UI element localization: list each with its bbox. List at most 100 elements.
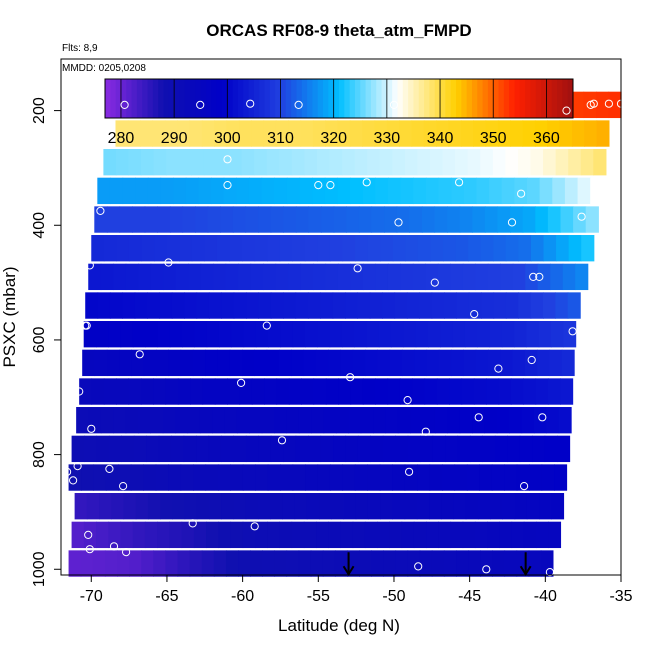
heatmap-cell: [166, 235, 180, 262]
heatmap-cell: [443, 550, 457, 577]
heatmap-cell: [428, 321, 441, 348]
colorbar-segment: [174, 79, 180, 118]
heatmap-cell: [279, 149, 293, 176]
heatmap-cell: [389, 349, 403, 377]
heatmap-cell: [216, 149, 230, 176]
heatmap-cell: [295, 292, 309, 319]
heatmap-cell: [510, 206, 524, 233]
heatmap-cell: [543, 292, 556, 319]
heatmap-cell: [329, 321, 343, 348]
heatmap-cell: [360, 407, 374, 434]
colorbar-segment: [211, 79, 218, 118]
heatmap-cell: [300, 263, 314, 291]
heatmap-cell: [304, 149, 318, 176]
heatmap-cell: [164, 120, 178, 147]
heatmap-cell: [180, 464, 194, 491]
heatmap-cell: [518, 235, 532, 262]
colorbar-tick-label: 330: [374, 130, 401, 147]
heatmap-cell: [575, 263, 589, 291]
heatmap-cell: [220, 435, 235, 463]
heatmap-cell: [103, 235, 117, 262]
heatmap-cell: [204, 235, 218, 262]
heatmap-cell: [113, 263, 127, 291]
track-point: [120, 100, 129, 110]
heatmap-cell: [498, 378, 512, 405]
heatmap-cell: [229, 235, 243, 262]
heatmap-cell: [92, 550, 106, 577]
track-point: [223, 181, 232, 190]
colorbar-segment: [168, 79, 175, 118]
heatmap-cell: [160, 493, 173, 520]
heatmap-cell: [366, 321, 380, 348]
track-point: [562, 106, 571, 115]
arrow-head: [519, 565, 532, 577]
colorbar-segment: [418, 79, 425, 118]
heatmap-cell: [190, 378, 204, 405]
heatmap-cell: [373, 407, 387, 434]
heatmap-cell: [173, 177, 187, 205]
heatmap-cell: [158, 435, 172, 463]
heatmap-cell: [510, 120, 524, 147]
track-point: [353, 264, 362, 273]
heatmap-cell: [328, 349, 342, 377]
heatmap-cell: [145, 321, 159, 348]
heatmap-cell: [596, 91, 610, 119]
heatmap-cell: [487, 521, 500, 549]
heatmap-cell: [236, 177, 250, 205]
colorbar-segment: [163, 79, 170, 118]
track-point: [73, 462, 82, 471]
heatmap-cell: [133, 435, 147, 463]
heatmap-cell: [267, 464, 281, 491]
heatmap-cell: [543, 235, 557, 262]
heatmap-cell: [354, 464, 368, 491]
heatmap-cell: [425, 177, 440, 205]
colorbar-segment: [514, 79, 521, 118]
x-tick-label: -70: [80, 588, 103, 605]
heatmap-cell: [523, 521, 537, 549]
heatmap-cell: [557, 435, 571, 463]
heatmap-cell: [322, 550, 336, 577]
heatmap-cell: [154, 235, 168, 262]
heatmap-cell: [245, 493, 259, 520]
heatmap-cell: [88, 263, 102, 291]
heatmap-cell: [524, 349, 538, 377]
heatmap-cell: [492, 550, 506, 577]
colorbar-segment: [509, 79, 515, 118]
colorbar-segment: [259, 79, 266, 118]
heatmap-cell: [279, 235, 293, 262]
track-point: [394, 218, 403, 227]
heatmap-cell: [529, 464, 543, 491]
heatmap-cell: [438, 177, 452, 205]
colorbar-segment: [562, 79, 569, 118]
heatmap-cell: [375, 378, 389, 405]
heatmap-cell: [463, 349, 477, 377]
heatmap-cell: [96, 321, 109, 348]
heatmap-cell: [179, 235, 193, 262]
heatmap-cell: [144, 521, 158, 549]
heatmap-cell: [97, 292, 111, 319]
heatmap-cell: [544, 435, 558, 463]
heatmap-cell: [212, 407, 226, 434]
heatmap-cell: [362, 378, 376, 405]
heatmap-cell: [208, 435, 222, 463]
track-point: [196, 100, 205, 110]
heatmap-cell: [547, 206, 562, 233]
heatmap-cell: [497, 206, 511, 233]
heatmap-cell: [551, 493, 565, 520]
heatmap-cell: [335, 407, 349, 434]
heatmap-cell: [81, 464, 95, 491]
heatmap-cell: [342, 149, 356, 176]
x-tick-label: -45: [458, 588, 481, 605]
heatmap-cell: [342, 235, 356, 262]
heatmap-cell: [113, 407, 127, 434]
heatmap-cell: [274, 177, 288, 205]
heatmap-cell: [426, 349, 440, 377]
x-tick-label: -35: [609, 588, 632, 605]
heatmap-cell: [516, 464, 530, 491]
heatmap-cell: [85, 292, 99, 319]
heatmap-cell: [345, 292, 359, 319]
track-point: [389, 100, 399, 110]
colorbar-segment: [291, 79, 297, 118]
heatmap-cell: [404, 493, 418, 520]
heatmap-cell: [242, 235, 256, 262]
